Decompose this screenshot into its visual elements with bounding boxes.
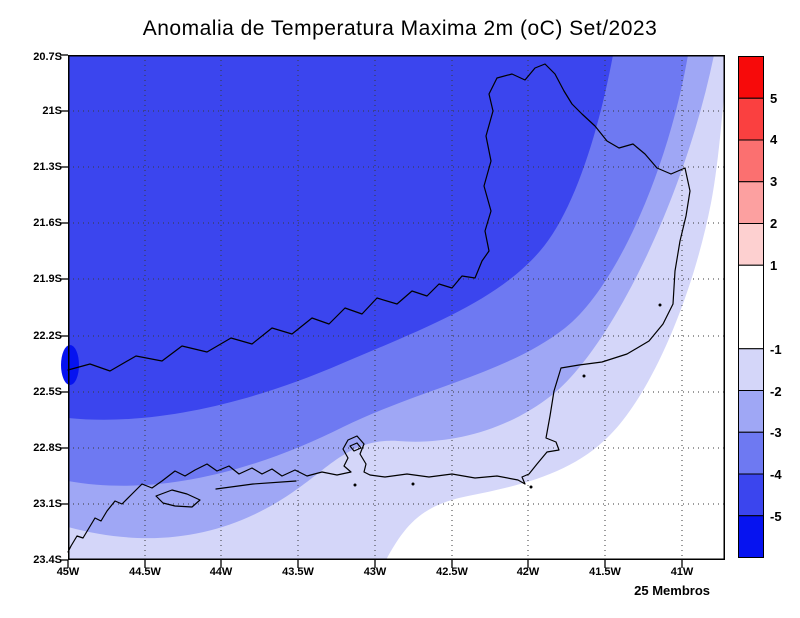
lon-label: 43.5W <box>282 566 314 578</box>
band-below-m5 <box>61 345 79 385</box>
lon-label: 45W <box>56 566 80 578</box>
lat-label: 21.3S <box>33 161 62 173</box>
islands-outline <box>155 442 362 508</box>
colorbar-label: 1 <box>770 258 778 273</box>
lon-label: 44.5W <box>129 566 161 578</box>
lat-label: 20.7S <box>33 51 62 63</box>
colorbar-label: 5 <box>770 91 778 106</box>
colorbar-segment <box>738 97 764 141</box>
colorbar-segment <box>738 56 764 99</box>
colorbar-segment <box>738 139 764 183</box>
colorbar-label: -2 <box>770 384 782 399</box>
colorbar-label: 2 <box>770 216 778 231</box>
colorbar-label: -4 <box>770 467 782 482</box>
lat-label: 22.2S <box>33 330 62 342</box>
lat-label: 22.8S <box>33 442 62 454</box>
lon-label: 41W <box>670 566 694 578</box>
colorbar-segment <box>738 223 764 266</box>
colorbar-segment <box>738 473 764 517</box>
lon-label: 44W <box>209 566 233 578</box>
band-m1-p1 <box>386 85 725 560</box>
lat-label: 21.6S <box>33 217 62 229</box>
band-m2-m1 <box>68 55 725 560</box>
colorbar-label: 4 <box>770 132 778 147</box>
colorbar-label: -3 <box>770 425 782 440</box>
lon-label: 42.5W <box>436 566 468 578</box>
colorbar-label: -5 <box>770 509 782 524</box>
members-note: 25 Membros <box>634 583 710 598</box>
map-plot <box>60 54 725 568</box>
colorbar-segment <box>738 515 764 558</box>
colorbar-label: -1 <box>770 342 782 357</box>
lon-label: 42W <box>516 566 540 578</box>
lat-label: 22.5S <box>33 386 62 398</box>
lat-label: 21S <box>42 105 62 117</box>
colorbar <box>738 56 764 558</box>
axis-ticks <box>60 54 683 568</box>
lon-label: 41.5W <box>589 566 621 578</box>
lat-label: 21.9S <box>33 273 62 285</box>
colorbar-label: 3 <box>770 174 778 189</box>
lon-label: 43W <box>363 566 387 578</box>
colorbar-segment <box>738 181 764 224</box>
plot-frame <box>68 55 725 560</box>
colorbar-segment <box>738 348 764 391</box>
lat-label: 23.1S <box>33 498 62 510</box>
coastline <box>67 63 691 553</box>
lat-label: 23.4S <box>33 554 62 566</box>
small-islands <box>353 303 662 489</box>
colorbar-segment <box>738 264 764 350</box>
contour-bands <box>61 55 725 560</box>
page-title: Anomalia de Temperatura Maxima 2m (oC) S… <box>142 17 658 40</box>
colorbar-segment <box>738 390 764 433</box>
mainland-outline <box>67 63 691 553</box>
colorbar-segment <box>738 431 764 475</box>
